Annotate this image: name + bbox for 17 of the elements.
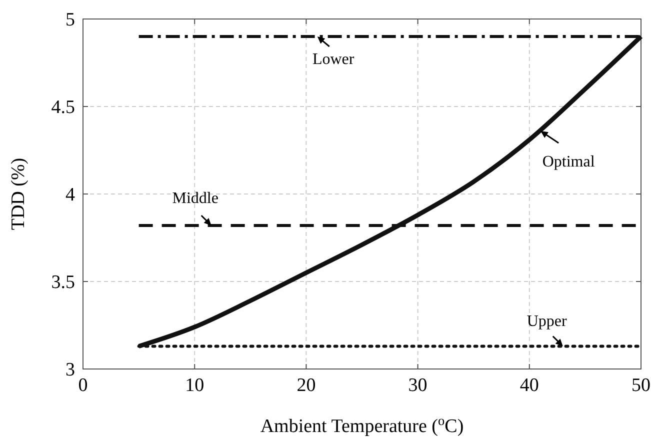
x-tick-label: 50	[632, 375, 650, 396]
annotation: Lower	[312, 51, 355, 68]
y-axis-title: TDD (%)	[8, 158, 29, 230]
x-axis-title: Ambient Temperature ($^{o}$C)	[260, 412, 464, 437]
x-tick-label: 20	[296, 375, 316, 396]
x-tick-label: 0	[78, 375, 88, 396]
y-tick-label: 5	[66, 10, 75, 31]
y-tick-label: 3.5	[51, 272, 75, 294]
y-tick-label: 4	[66, 184, 76, 206]
y-tick-label: 3	[66, 360, 75, 381]
annotation: Middle	[172, 190, 218, 208]
x-tick-label: 30	[408, 375, 428, 396]
annotation: Optimal	[542, 154, 596, 171]
annotation: Upper	[526, 312, 568, 330]
y-tick-label: 4.5	[51, 97, 75, 118]
x-tick-label: 10	[185, 375, 204, 396]
x-tick-label: 40	[520, 375, 539, 396]
